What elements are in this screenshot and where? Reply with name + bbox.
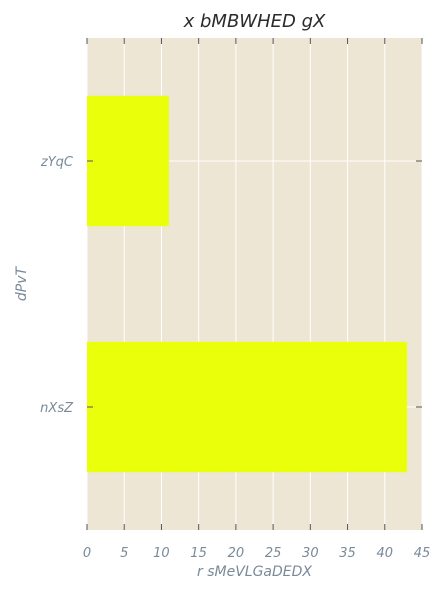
x-tick-label: 35 [339, 546, 356, 561]
y-axis-label: dPvT [14, 265, 30, 301]
x-tick-label: 10 [153, 546, 170, 561]
bar-nXsZ [87, 341, 408, 473]
x-tick-label: 40 [377, 546, 394, 561]
chart-title: x bMBWHED gX [183, 11, 326, 32]
y-tick-label-zYqC: zYqC [40, 155, 74, 170]
bar-zYqC [87, 95, 169, 227]
x-tick-label: 15 [190, 546, 207, 561]
x-tick-label: 5 [120, 546, 128, 561]
x-tick-label: 45 [414, 546, 431, 561]
x-axis-label: r sMeVLGaDEDX [197, 564, 312, 580]
y-tick-label-nXsZ: nXsZ [40, 401, 74, 416]
bars [87, 95, 408, 473]
axis-ticks: 0 5 10 15 20 25 30 35 40 45 zYqC nXsZ [40, 38, 430, 561]
x-tick-label: 0 [83, 546, 91, 561]
x-tick-label: 25 [265, 546, 282, 561]
x-tick-label: 20 [228, 546, 245, 561]
x-tick-label: 30 [302, 546, 319, 561]
